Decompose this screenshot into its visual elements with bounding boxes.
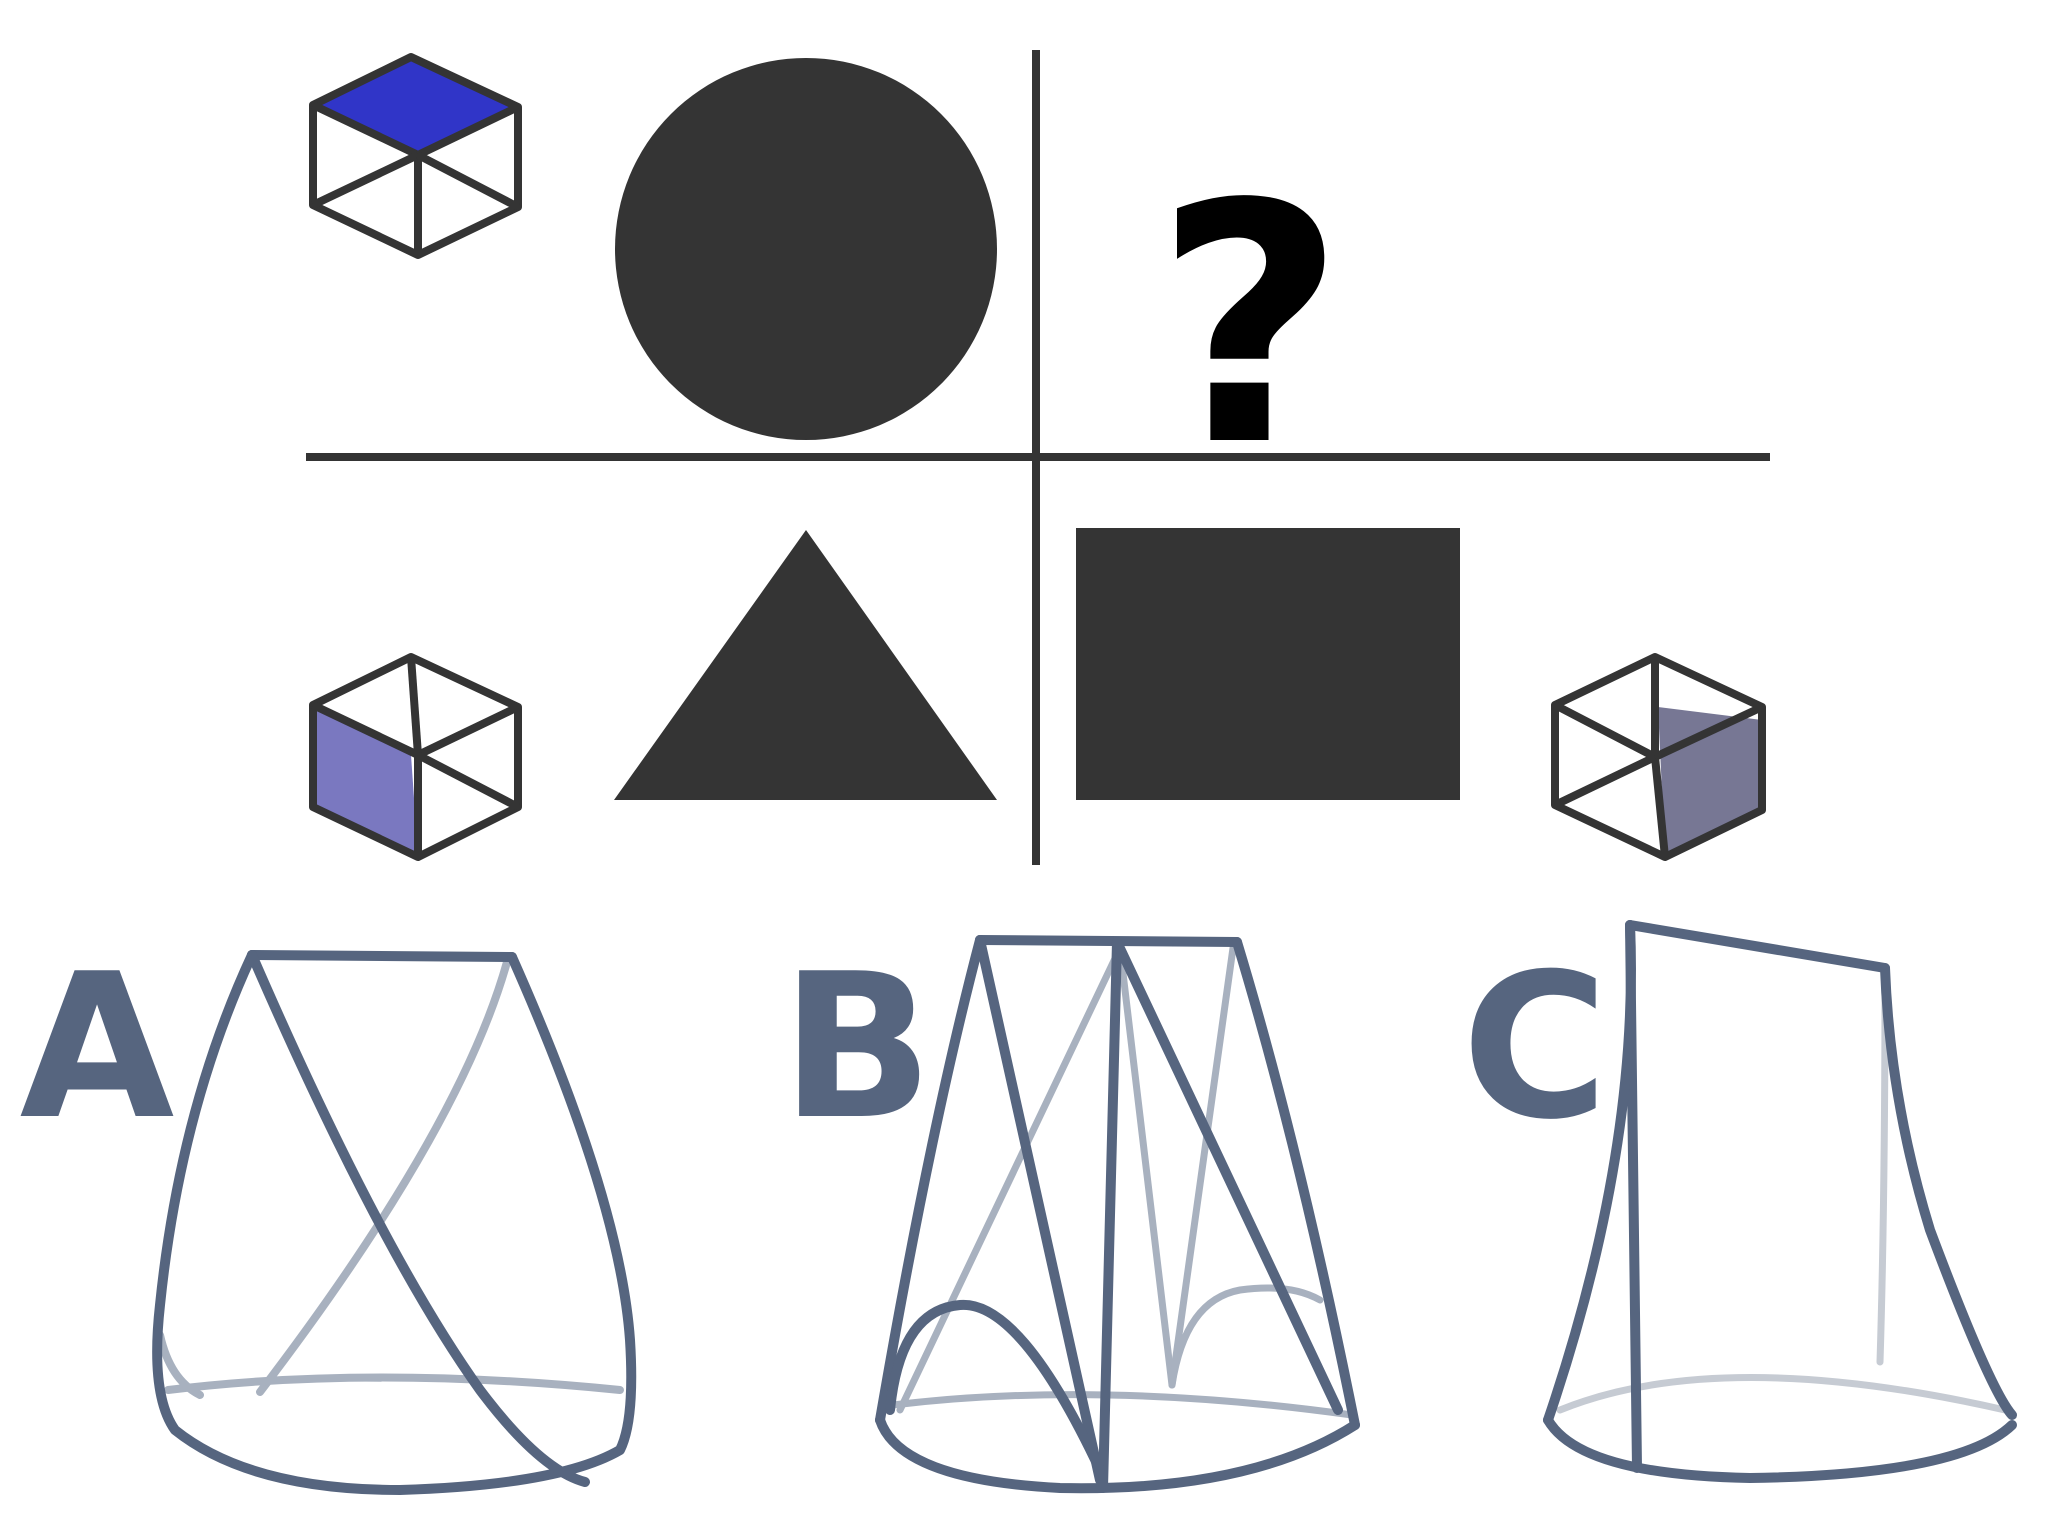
option-a-label: A <box>20 931 175 1164</box>
option-a[interactable]: A <box>20 931 637 1495</box>
triangle-shape <box>614 530 997 800</box>
option-b-label: B <box>781 931 933 1164</box>
option-b[interactable]: B <box>781 931 1360 1494</box>
rectangle-shape <box>1076 528 1460 800</box>
option-a-figure <box>152 950 637 1495</box>
cube-icon-bottom-left <box>309 653 522 861</box>
option-c[interactable]: C <box>1462 920 2017 1483</box>
option-c-figure <box>1543 920 2017 1483</box>
analogy-grid: ? <box>306 50 1770 865</box>
option-c-label: C <box>1462 931 1609 1164</box>
cube-icon-bottom-right <box>1551 653 1766 861</box>
question-mark: ? <box>1154 134 1345 518</box>
cube-icon-top-left <box>309 53 522 259</box>
option-b-figure <box>875 935 1360 1494</box>
circle-shape <box>615 58 997 440</box>
